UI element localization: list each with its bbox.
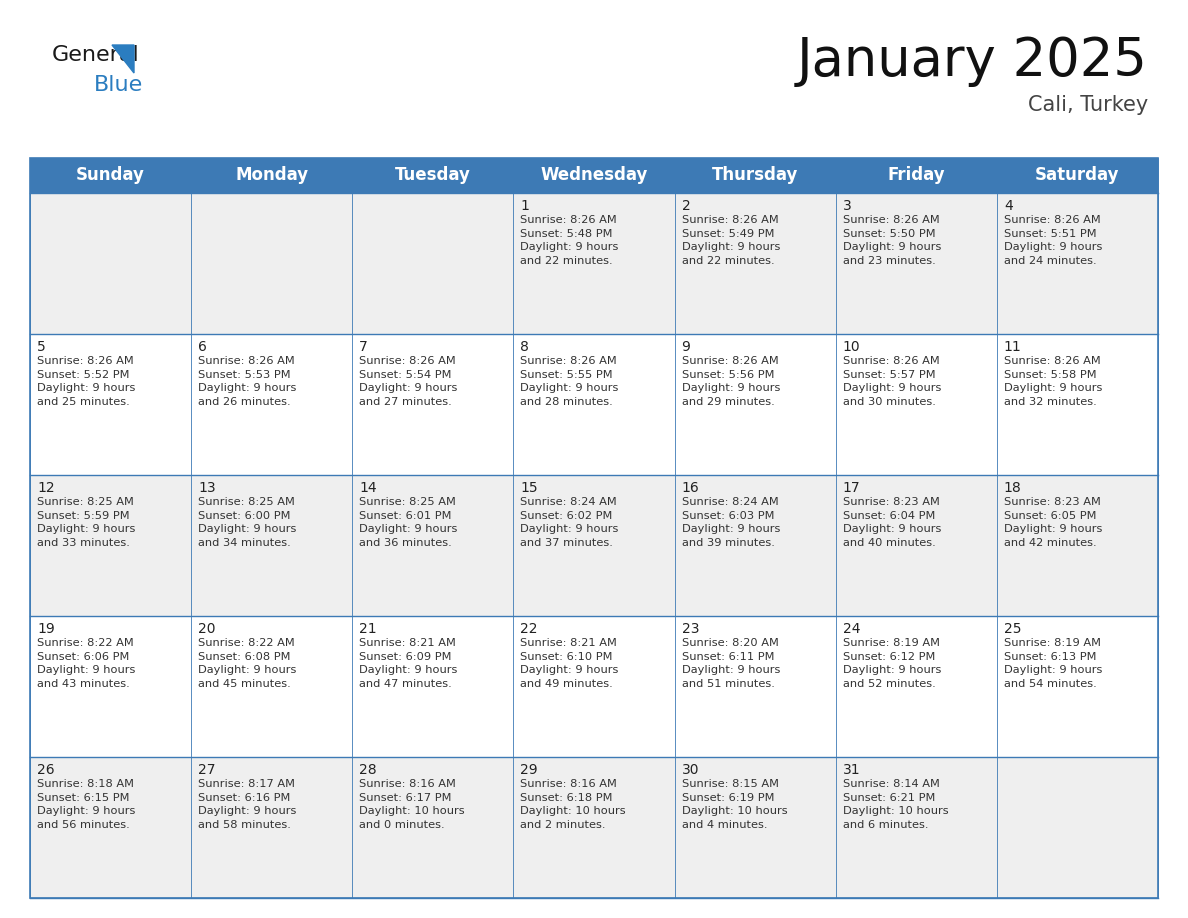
Bar bbox=[30, 158, 1158, 193]
Text: Sunrise: 8:24 AM
Sunset: 6:02 PM
Daylight: 9 hours
and 37 minutes.: Sunrise: 8:24 AM Sunset: 6:02 PM Dayligh… bbox=[520, 497, 619, 548]
Text: Sunrise: 8:23 AM
Sunset: 6:04 PM
Daylight: 9 hours
and 40 minutes.: Sunrise: 8:23 AM Sunset: 6:04 PM Dayligh… bbox=[842, 497, 941, 548]
Text: Sunrise: 8:23 AM
Sunset: 6:05 PM
Daylight: 9 hours
and 42 minutes.: Sunrise: 8:23 AM Sunset: 6:05 PM Dayligh… bbox=[1004, 497, 1102, 548]
Text: Sunrise: 8:26 AM
Sunset: 5:53 PM
Daylight: 9 hours
and 26 minutes.: Sunrise: 8:26 AM Sunset: 5:53 PM Dayligh… bbox=[198, 356, 297, 407]
Text: 4: 4 bbox=[1004, 199, 1012, 213]
Text: 13: 13 bbox=[198, 481, 216, 495]
Text: Sunrise: 8:24 AM
Sunset: 6:03 PM
Daylight: 9 hours
and 39 minutes.: Sunrise: 8:24 AM Sunset: 6:03 PM Dayligh… bbox=[682, 497, 781, 548]
Text: Sunrise: 8:15 AM
Sunset: 6:19 PM
Daylight: 10 hours
and 4 minutes.: Sunrise: 8:15 AM Sunset: 6:19 PM Dayligh… bbox=[682, 779, 788, 830]
Text: Sunrise: 8:26 AM
Sunset: 5:51 PM
Daylight: 9 hours
and 24 minutes.: Sunrise: 8:26 AM Sunset: 5:51 PM Dayligh… bbox=[1004, 215, 1102, 266]
Text: Sunrise: 8:20 AM
Sunset: 6:11 PM
Daylight: 9 hours
and 51 minutes.: Sunrise: 8:20 AM Sunset: 6:11 PM Dayligh… bbox=[682, 638, 781, 688]
Text: 9: 9 bbox=[682, 340, 690, 354]
Text: 6: 6 bbox=[198, 340, 207, 354]
Text: Sunrise: 8:16 AM
Sunset: 6:17 PM
Daylight: 10 hours
and 0 minutes.: Sunrise: 8:16 AM Sunset: 6:17 PM Dayligh… bbox=[359, 779, 465, 830]
Text: Sunrise: 8:26 AM
Sunset: 5:52 PM
Daylight: 9 hours
and 25 minutes.: Sunrise: 8:26 AM Sunset: 5:52 PM Dayligh… bbox=[37, 356, 135, 407]
Text: Tuesday: Tuesday bbox=[394, 166, 470, 185]
Text: Sunrise: 8:25 AM
Sunset: 6:01 PM
Daylight: 9 hours
and 36 minutes.: Sunrise: 8:25 AM Sunset: 6:01 PM Dayligh… bbox=[359, 497, 457, 548]
Text: 11: 11 bbox=[1004, 340, 1022, 354]
Text: Sunrise: 8:26 AM
Sunset: 5:48 PM
Daylight: 9 hours
and 22 minutes.: Sunrise: 8:26 AM Sunset: 5:48 PM Dayligh… bbox=[520, 215, 619, 266]
Text: 23: 23 bbox=[682, 622, 699, 636]
Text: Sunrise: 8:19 AM
Sunset: 6:12 PM
Daylight: 9 hours
and 52 minutes.: Sunrise: 8:19 AM Sunset: 6:12 PM Dayligh… bbox=[842, 638, 941, 688]
Text: 31: 31 bbox=[842, 763, 860, 777]
Text: 24: 24 bbox=[842, 622, 860, 636]
Text: Sunrise: 8:26 AM
Sunset: 5:50 PM
Daylight: 9 hours
and 23 minutes.: Sunrise: 8:26 AM Sunset: 5:50 PM Dayligh… bbox=[842, 215, 941, 266]
Text: 25: 25 bbox=[1004, 622, 1022, 636]
Bar bbox=[30, 193, 1158, 334]
Text: Sunrise: 8:26 AM
Sunset: 5:57 PM
Daylight: 9 hours
and 30 minutes.: Sunrise: 8:26 AM Sunset: 5:57 PM Dayligh… bbox=[842, 356, 941, 407]
Text: General: General bbox=[52, 45, 140, 65]
Text: Wednesday: Wednesday bbox=[541, 166, 647, 185]
Text: 15: 15 bbox=[520, 481, 538, 495]
Text: Sunrise: 8:21 AM
Sunset: 6:10 PM
Daylight: 9 hours
and 49 minutes.: Sunrise: 8:21 AM Sunset: 6:10 PM Dayligh… bbox=[520, 638, 619, 688]
Text: 30: 30 bbox=[682, 763, 699, 777]
Text: Sunrise: 8:26 AM
Sunset: 5:55 PM
Daylight: 9 hours
and 28 minutes.: Sunrise: 8:26 AM Sunset: 5:55 PM Dayligh… bbox=[520, 356, 619, 407]
Text: 18: 18 bbox=[1004, 481, 1022, 495]
Text: Sunrise: 8:18 AM
Sunset: 6:15 PM
Daylight: 9 hours
and 56 minutes.: Sunrise: 8:18 AM Sunset: 6:15 PM Dayligh… bbox=[37, 779, 135, 830]
Text: Sunrise: 8:26 AM
Sunset: 5:54 PM
Daylight: 9 hours
and 27 minutes.: Sunrise: 8:26 AM Sunset: 5:54 PM Dayligh… bbox=[359, 356, 457, 407]
Text: 27: 27 bbox=[198, 763, 216, 777]
Text: Monday: Monday bbox=[235, 166, 308, 185]
Text: Sunrise: 8:22 AM
Sunset: 6:08 PM
Daylight: 9 hours
and 45 minutes.: Sunrise: 8:22 AM Sunset: 6:08 PM Dayligh… bbox=[198, 638, 297, 688]
Text: 2: 2 bbox=[682, 199, 690, 213]
Text: 8: 8 bbox=[520, 340, 530, 354]
Bar bbox=[30, 616, 1158, 757]
Text: 12: 12 bbox=[37, 481, 55, 495]
Text: 14: 14 bbox=[359, 481, 377, 495]
Text: 10: 10 bbox=[842, 340, 860, 354]
Text: 28: 28 bbox=[359, 763, 377, 777]
Text: Sunrise: 8:26 AM
Sunset: 5:49 PM
Daylight: 9 hours
and 22 minutes.: Sunrise: 8:26 AM Sunset: 5:49 PM Dayligh… bbox=[682, 215, 781, 266]
Text: Sunrise: 8:17 AM
Sunset: 6:16 PM
Daylight: 9 hours
and 58 minutes.: Sunrise: 8:17 AM Sunset: 6:16 PM Dayligh… bbox=[198, 779, 297, 830]
Bar bbox=[30, 475, 1158, 616]
Text: Thursday: Thursday bbox=[712, 166, 798, 185]
Text: 17: 17 bbox=[842, 481, 860, 495]
Text: 5: 5 bbox=[37, 340, 46, 354]
Polygon shape bbox=[112, 45, 134, 73]
Text: Friday: Friday bbox=[887, 166, 946, 185]
Bar bbox=[30, 158, 1158, 898]
Text: 21: 21 bbox=[359, 622, 377, 636]
Text: Sunrise: 8:25 AM
Sunset: 5:59 PM
Daylight: 9 hours
and 33 minutes.: Sunrise: 8:25 AM Sunset: 5:59 PM Dayligh… bbox=[37, 497, 135, 548]
Text: 19: 19 bbox=[37, 622, 55, 636]
Text: Cali, Turkey: Cali, Turkey bbox=[1028, 95, 1148, 115]
Text: 22: 22 bbox=[520, 622, 538, 636]
Text: Sunrise: 8:14 AM
Sunset: 6:21 PM
Daylight: 10 hours
and 6 minutes.: Sunrise: 8:14 AM Sunset: 6:21 PM Dayligh… bbox=[842, 779, 948, 830]
Text: 26: 26 bbox=[37, 763, 55, 777]
Text: Sunrise: 8:25 AM
Sunset: 6:00 PM
Daylight: 9 hours
and 34 minutes.: Sunrise: 8:25 AM Sunset: 6:00 PM Dayligh… bbox=[198, 497, 297, 548]
Text: 29: 29 bbox=[520, 763, 538, 777]
Bar bbox=[30, 334, 1158, 475]
Text: 7: 7 bbox=[359, 340, 368, 354]
Text: Sunrise: 8:26 AM
Sunset: 5:58 PM
Daylight: 9 hours
and 32 minutes.: Sunrise: 8:26 AM Sunset: 5:58 PM Dayligh… bbox=[1004, 356, 1102, 407]
Text: Blue: Blue bbox=[94, 75, 144, 95]
Text: 3: 3 bbox=[842, 199, 852, 213]
Text: January 2025: January 2025 bbox=[797, 35, 1148, 87]
Bar bbox=[30, 757, 1158, 898]
Text: Sunrise: 8:22 AM
Sunset: 6:06 PM
Daylight: 9 hours
and 43 minutes.: Sunrise: 8:22 AM Sunset: 6:06 PM Dayligh… bbox=[37, 638, 135, 688]
Text: Sunday: Sunday bbox=[76, 166, 145, 185]
Text: Saturday: Saturday bbox=[1035, 166, 1119, 185]
Text: 16: 16 bbox=[682, 481, 700, 495]
Text: 20: 20 bbox=[198, 622, 216, 636]
Text: Sunrise: 8:16 AM
Sunset: 6:18 PM
Daylight: 10 hours
and 2 minutes.: Sunrise: 8:16 AM Sunset: 6:18 PM Dayligh… bbox=[520, 779, 626, 830]
Text: Sunrise: 8:19 AM
Sunset: 6:13 PM
Daylight: 9 hours
and 54 minutes.: Sunrise: 8:19 AM Sunset: 6:13 PM Dayligh… bbox=[1004, 638, 1102, 688]
Text: 1: 1 bbox=[520, 199, 530, 213]
Text: Sunrise: 8:21 AM
Sunset: 6:09 PM
Daylight: 9 hours
and 47 minutes.: Sunrise: 8:21 AM Sunset: 6:09 PM Dayligh… bbox=[359, 638, 457, 688]
Text: Sunrise: 8:26 AM
Sunset: 5:56 PM
Daylight: 9 hours
and 29 minutes.: Sunrise: 8:26 AM Sunset: 5:56 PM Dayligh… bbox=[682, 356, 781, 407]
